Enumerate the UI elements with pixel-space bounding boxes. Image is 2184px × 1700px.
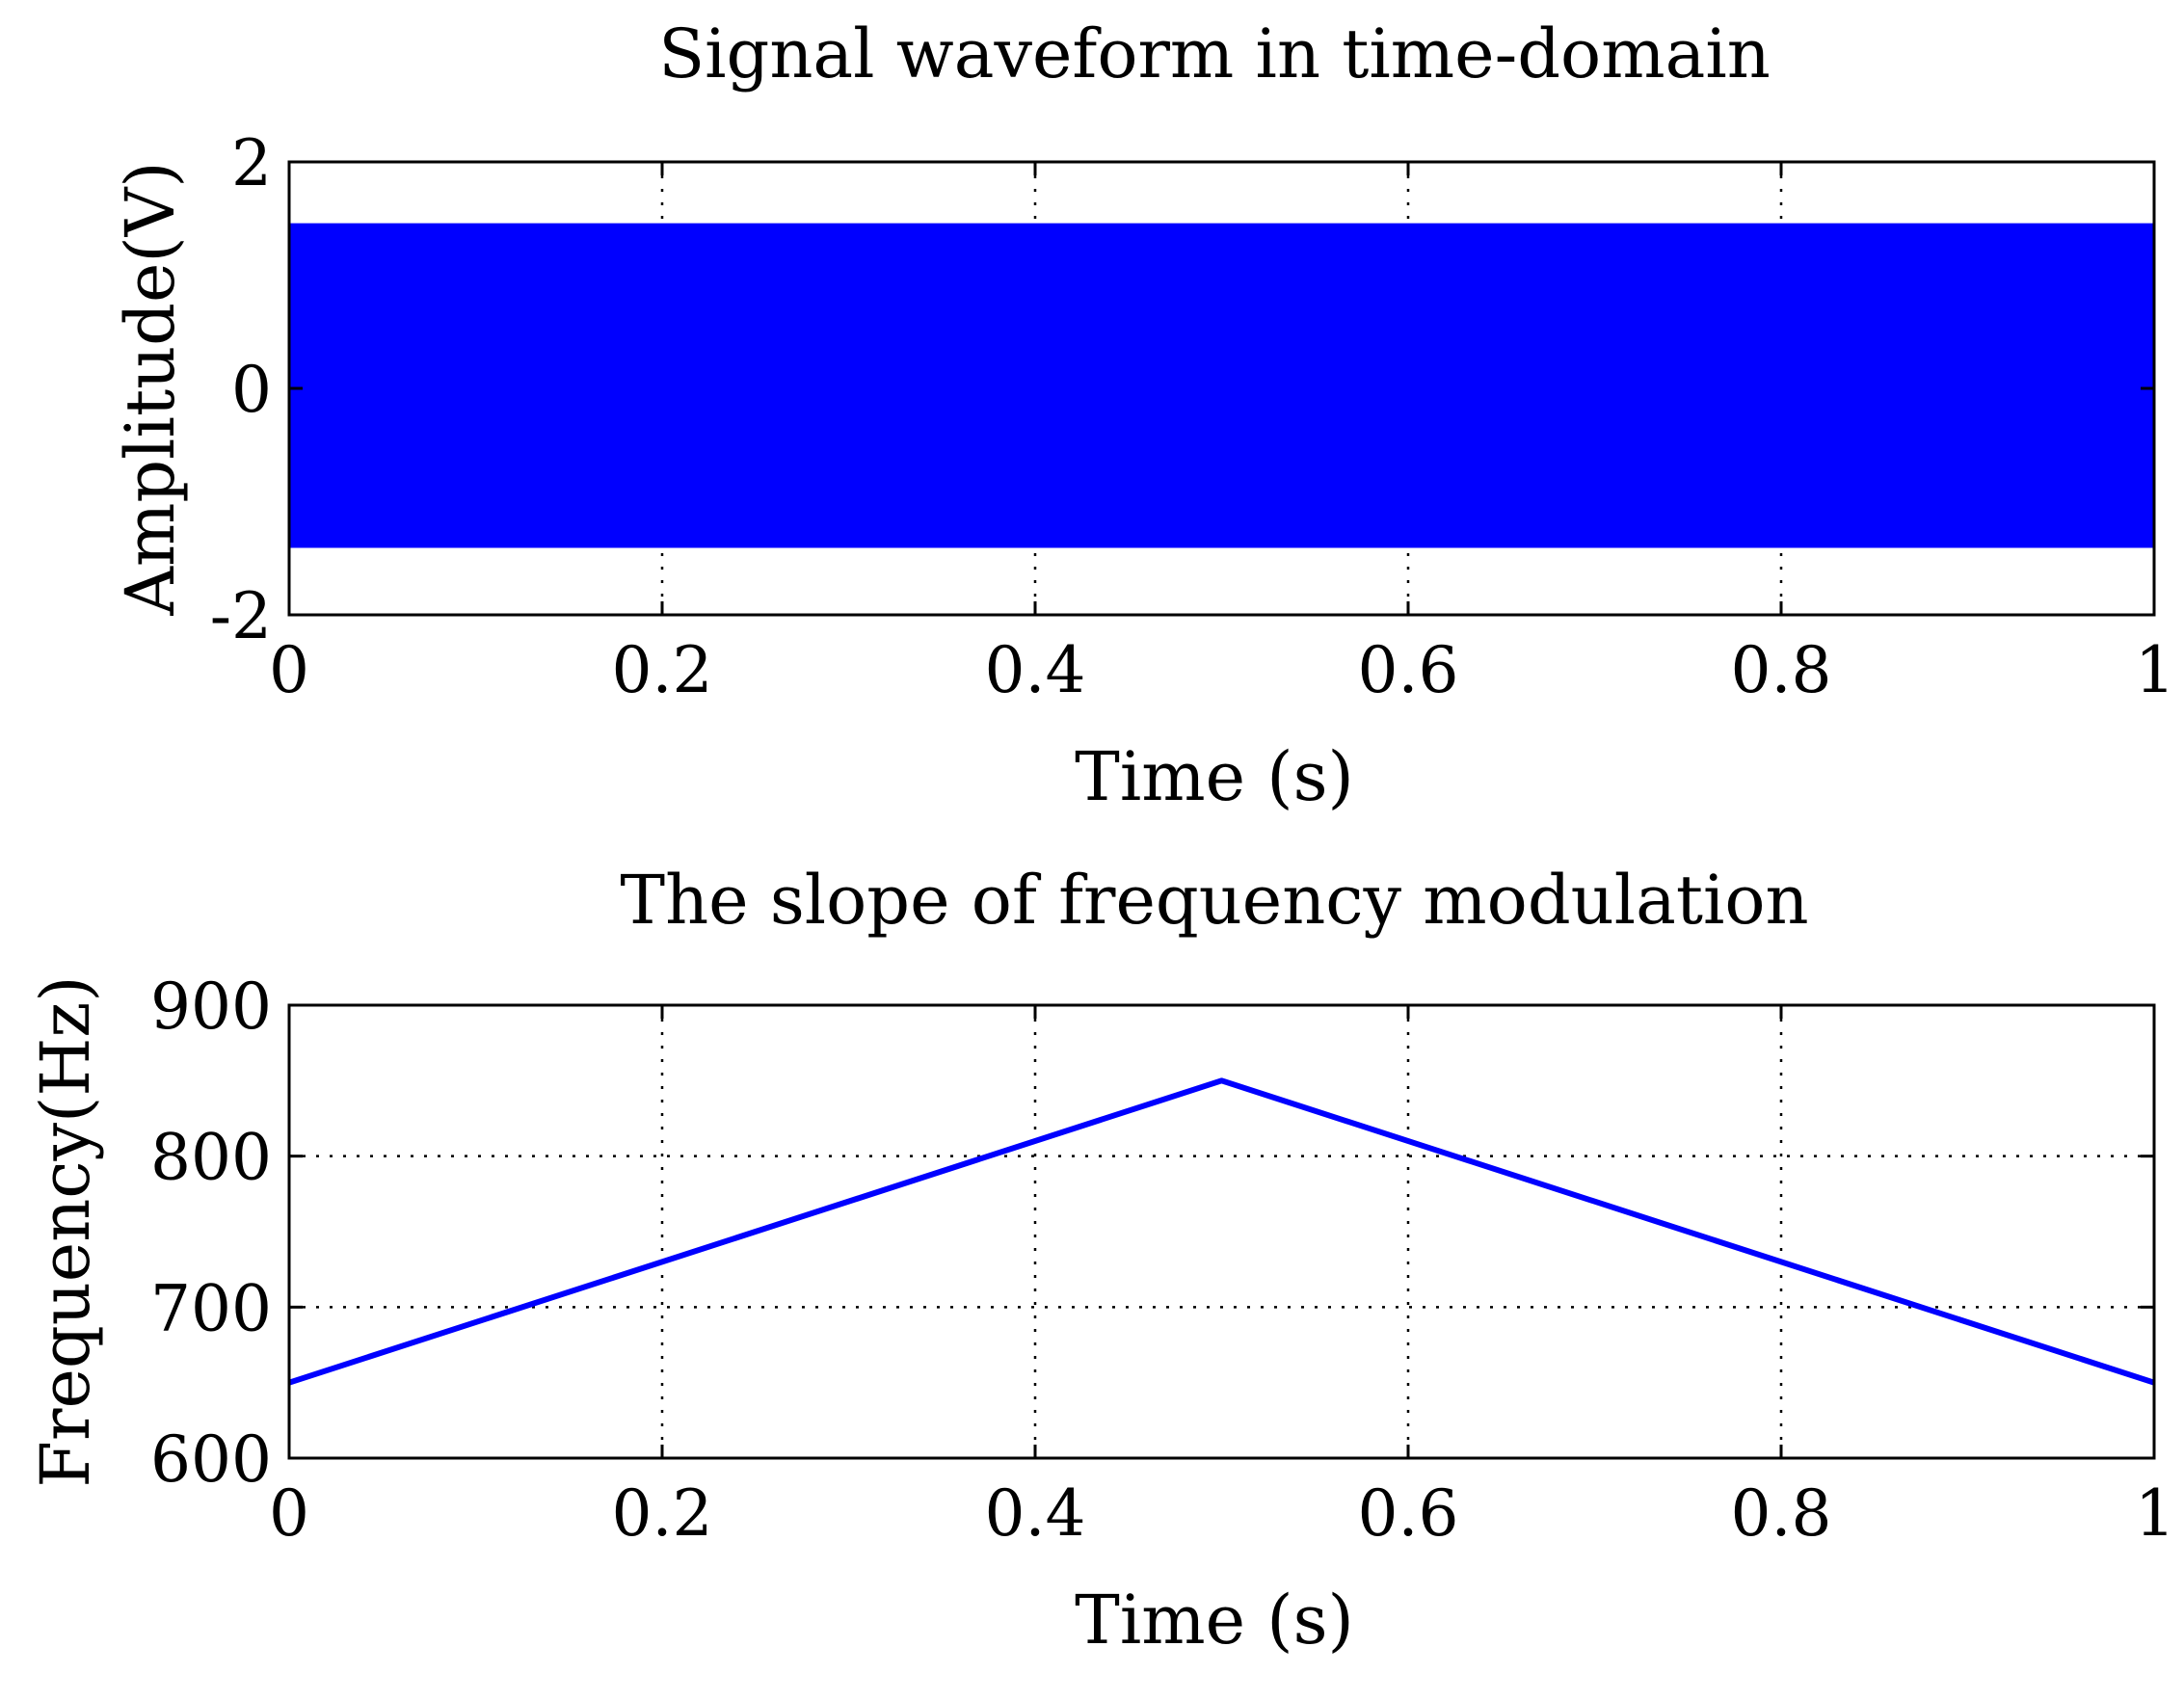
frequency-slope-chart-y-tick-label: 900 xyxy=(150,970,272,1044)
waveform-chart-x-tick-label: 0.8 xyxy=(1731,633,1832,707)
waveform-chart: Signal waveform in time-domain 0 0.2 0.4 0.… xyxy=(111,14,2175,816)
frequency-slope-chart-x-tick-label: 1 xyxy=(2135,1476,2175,1551)
waveform-chart-y-axis-label: Amplitude(V) xyxy=(111,161,190,616)
frequency-slope-chart-x-tick-label: 0.4 xyxy=(985,1476,1086,1551)
waveform-chart-x-tick-label: 0.4 xyxy=(985,633,1086,707)
waveform-chart-title: Signal waveform in time-domain xyxy=(658,14,1771,93)
frequency-slope-chart-plot-area xyxy=(288,1077,2155,1386)
frequency-slope-chart-x-tick-label: 0.8 xyxy=(1731,1476,1832,1551)
frequency-slope-chart-grid xyxy=(289,1005,2154,1458)
frequency-slope-chart-x-axis-label: Time (s) xyxy=(1075,1580,1354,1660)
frequency-slope-chart-y-tick-label: 700 xyxy=(150,1271,272,1345)
frequency-slope-chart-x-tick-label: 0.6 xyxy=(1358,1476,1459,1551)
frequency-slope-chart-series-0-line xyxy=(288,1077,2155,1386)
waveform-chart-x-axis-label: Time (s) xyxy=(1075,737,1354,816)
frequency-slope-chart-title: The slope of frequency modulation xyxy=(620,861,1808,940)
frequency-slope-chart-y-axis-label: Frequency(Hz) xyxy=(26,975,105,1487)
waveform-chart-x-tick-label: 0.2 xyxy=(612,633,713,707)
waveform-chart-x-tick-label: 0 xyxy=(269,633,309,707)
frequency-slope-chart-ticks: 0 0.2 0.4 0.6 0.8 1 600 700 800 900 xyxy=(150,970,2175,1551)
frequency-slope-chart-y-tick-label: 600 xyxy=(150,1422,272,1497)
frequency-slope-chart-frame xyxy=(287,1003,2156,1460)
waveform-chart-y-tick-label: 2 xyxy=(231,126,272,200)
waveform-chart-x-tick-label: 0.6 xyxy=(1358,633,1459,707)
waveform-chart-y-tick-label: -2 xyxy=(210,579,272,653)
waveform-chart-series-0 xyxy=(288,223,2155,548)
frequency-slope-chart: The slope of frequency modulation 0 0.2 0.… xyxy=(26,861,2175,1660)
waveform-chart-y-tick-label: 0 xyxy=(231,353,272,427)
waveform-chart-x-tick-label: 1 xyxy=(2135,633,2175,707)
frequency-slope-chart-x-tick-label: 0.2 xyxy=(612,1476,713,1551)
waveform-chart-plot-area xyxy=(288,223,2155,548)
frequency-slope-chart-x-tick-label: 0 xyxy=(269,1476,309,1551)
waveform-chart-ticks: 0 0.2 0.4 0.6 0.8 1-202 xyxy=(210,126,2175,707)
frequency-slope-chart-y-tick-label: 800 xyxy=(150,1121,272,1195)
